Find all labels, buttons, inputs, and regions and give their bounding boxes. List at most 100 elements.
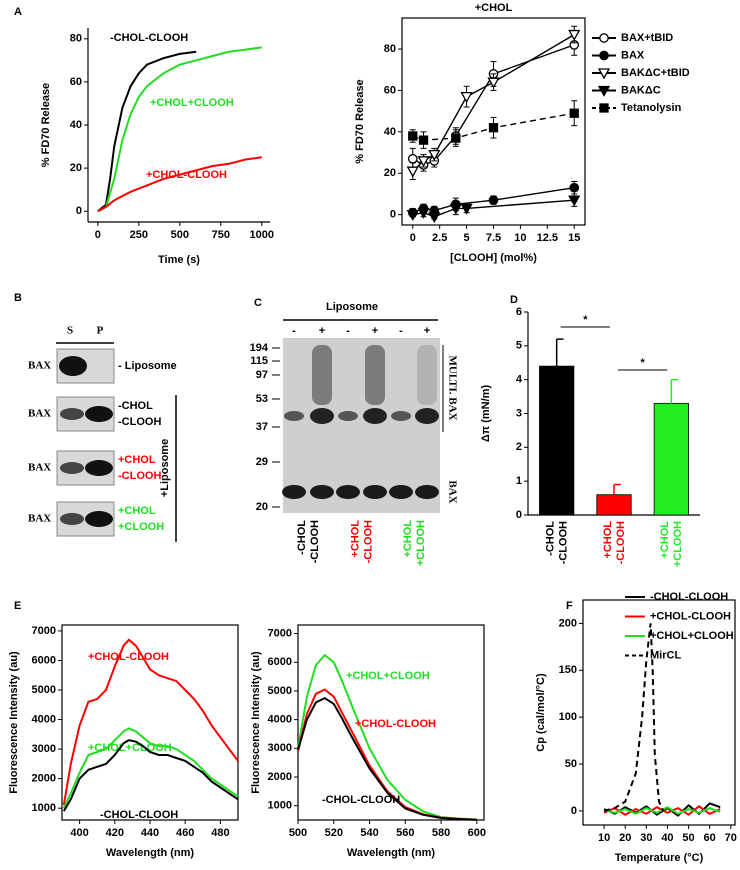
y-tick-label: 50 [565, 758, 577, 770]
group-label: -CHOL [296, 520, 308, 555]
y-tick-label: 0 [571, 805, 577, 817]
marker [449, 203, 462, 215]
x-axis-label: Wavelength (nm) [106, 847, 195, 859]
plot-frame [582, 599, 736, 826]
series-label: +CHOL+CLOOH [150, 97, 234, 109]
condition-label: - Liposome [118, 360, 177, 372]
mw-label: 194 [250, 342, 269, 354]
condition-label: +CHOL [118, 454, 156, 466]
series-label: -CHOL-CLOOH [100, 809, 178, 821]
legend-label: BAX+tBID [621, 32, 673, 44]
chart-title: +CHOL [475, 2, 513, 14]
blot-band [310, 408, 334, 424]
legend-label: BAKΔC+tBID [621, 67, 690, 79]
y-tick-label: 3000 [268, 742, 292, 754]
group-label: +CLOOH [415, 520, 427, 566]
protein-label: BAX [28, 360, 51, 372]
condition-label: -CLOOH [118, 416, 161, 428]
series-line [603, 623, 665, 812]
significance-mark: * [641, 357, 646, 369]
x-tick-label: 5 [464, 232, 470, 244]
y-tick-label: 6000 [32, 654, 56, 666]
series-line [62, 638, 239, 806]
marker [597, 68, 611, 80]
x-tick-label: 40 [661, 832, 673, 844]
blot-membrane [283, 338, 440, 513]
significance-mark: * [583, 314, 588, 326]
blot-title: Liposome [326, 301, 378, 313]
y-tick-label: 7000 [268, 628, 292, 640]
marker [597, 85, 611, 97]
y-axis-label: Fluorescence Intensity (au) [8, 651, 20, 794]
marker [407, 153, 418, 164]
blot-band [310, 485, 334, 499]
marker [460, 203, 473, 215]
x-tick-label: -CLOOH [558, 521, 570, 564]
blot-band [60, 513, 84, 525]
blot-band [284, 411, 304, 421]
y-tick-label: 0 [516, 509, 522, 521]
condition-label: +CHOL [118, 505, 156, 517]
mw-label: 37 [256, 421, 268, 433]
x-tick-label: 460 [176, 827, 194, 839]
marker [599, 103, 609, 113]
y-tick-label: 6000 [268, 656, 292, 668]
y-tick-label: 60 [384, 84, 396, 96]
x-tick-label: 520 [325, 827, 343, 839]
series-line [62, 727, 239, 809]
lane-label: P [97, 325, 104, 337]
y-tick-label: 200 [559, 617, 577, 629]
bar [653, 402, 689, 516]
series-label: +CHOL+CLOOH [346, 670, 430, 682]
panel-letter: F [566, 600, 573, 612]
blot-band [389, 485, 413, 499]
x-tick-label: 750 [212, 229, 230, 241]
y-tick-label: 1000 [268, 800, 292, 812]
x-tick-label: 500 [289, 827, 307, 839]
y-axis-label: % FD70 Release [40, 83, 52, 167]
marker [408, 131, 418, 141]
x-tick-label: 7.5 [486, 232, 501, 244]
panel-letter: B [14, 292, 22, 304]
legend-label: -CHOL-CLOOH [650, 591, 728, 603]
group-label: +Liposome [159, 439, 171, 497]
series-line [97, 156, 262, 213]
marker [418, 135, 429, 145]
mw-label: 53 [256, 393, 268, 405]
x-tick-label: 0 [95, 229, 101, 241]
group-label: +CHOL [349, 520, 361, 558]
blot-band [415, 408, 439, 424]
y-tick-label: 1000 [32, 802, 56, 814]
x-tick-label: 540 [360, 827, 378, 839]
x-axis-label: Temperature (°C) [615, 852, 704, 864]
x-tick-label: 500 [171, 229, 189, 241]
marker [568, 29, 581, 41]
blot-smear [365, 345, 385, 405]
y-tick-label: 80 [70, 33, 82, 45]
lane-sign: - [399, 325, 403, 337]
marker [428, 212, 441, 224]
panel-letter: D [510, 294, 518, 306]
condition-label: -CLOOH [118, 470, 161, 482]
mw-label: 29 [256, 456, 268, 468]
panel-letter: C [254, 297, 262, 309]
y-tick-label: 3000 [32, 743, 56, 755]
marker [599, 50, 609, 61]
blot-band [338, 411, 358, 421]
condition-label: -CHOL [118, 400, 153, 412]
y-tick-label: 2 [516, 441, 522, 453]
x-tick-label: 1000 [250, 229, 274, 241]
plot-frame [297, 624, 485, 821]
marker [460, 92, 473, 103]
x-tick-label: 440 [141, 827, 159, 839]
y-tick-label: 80 [384, 43, 396, 55]
x-tick-label: 70 [725, 832, 737, 844]
bar [539, 365, 575, 516]
blot-band [391, 411, 411, 421]
series-label: +CHOL-CLOOH [355, 718, 436, 730]
y-tick-label: 6 [516, 306, 522, 318]
x-tick-label: +CLOOH [672, 521, 684, 567]
lane-sign: + [424, 325, 430, 337]
